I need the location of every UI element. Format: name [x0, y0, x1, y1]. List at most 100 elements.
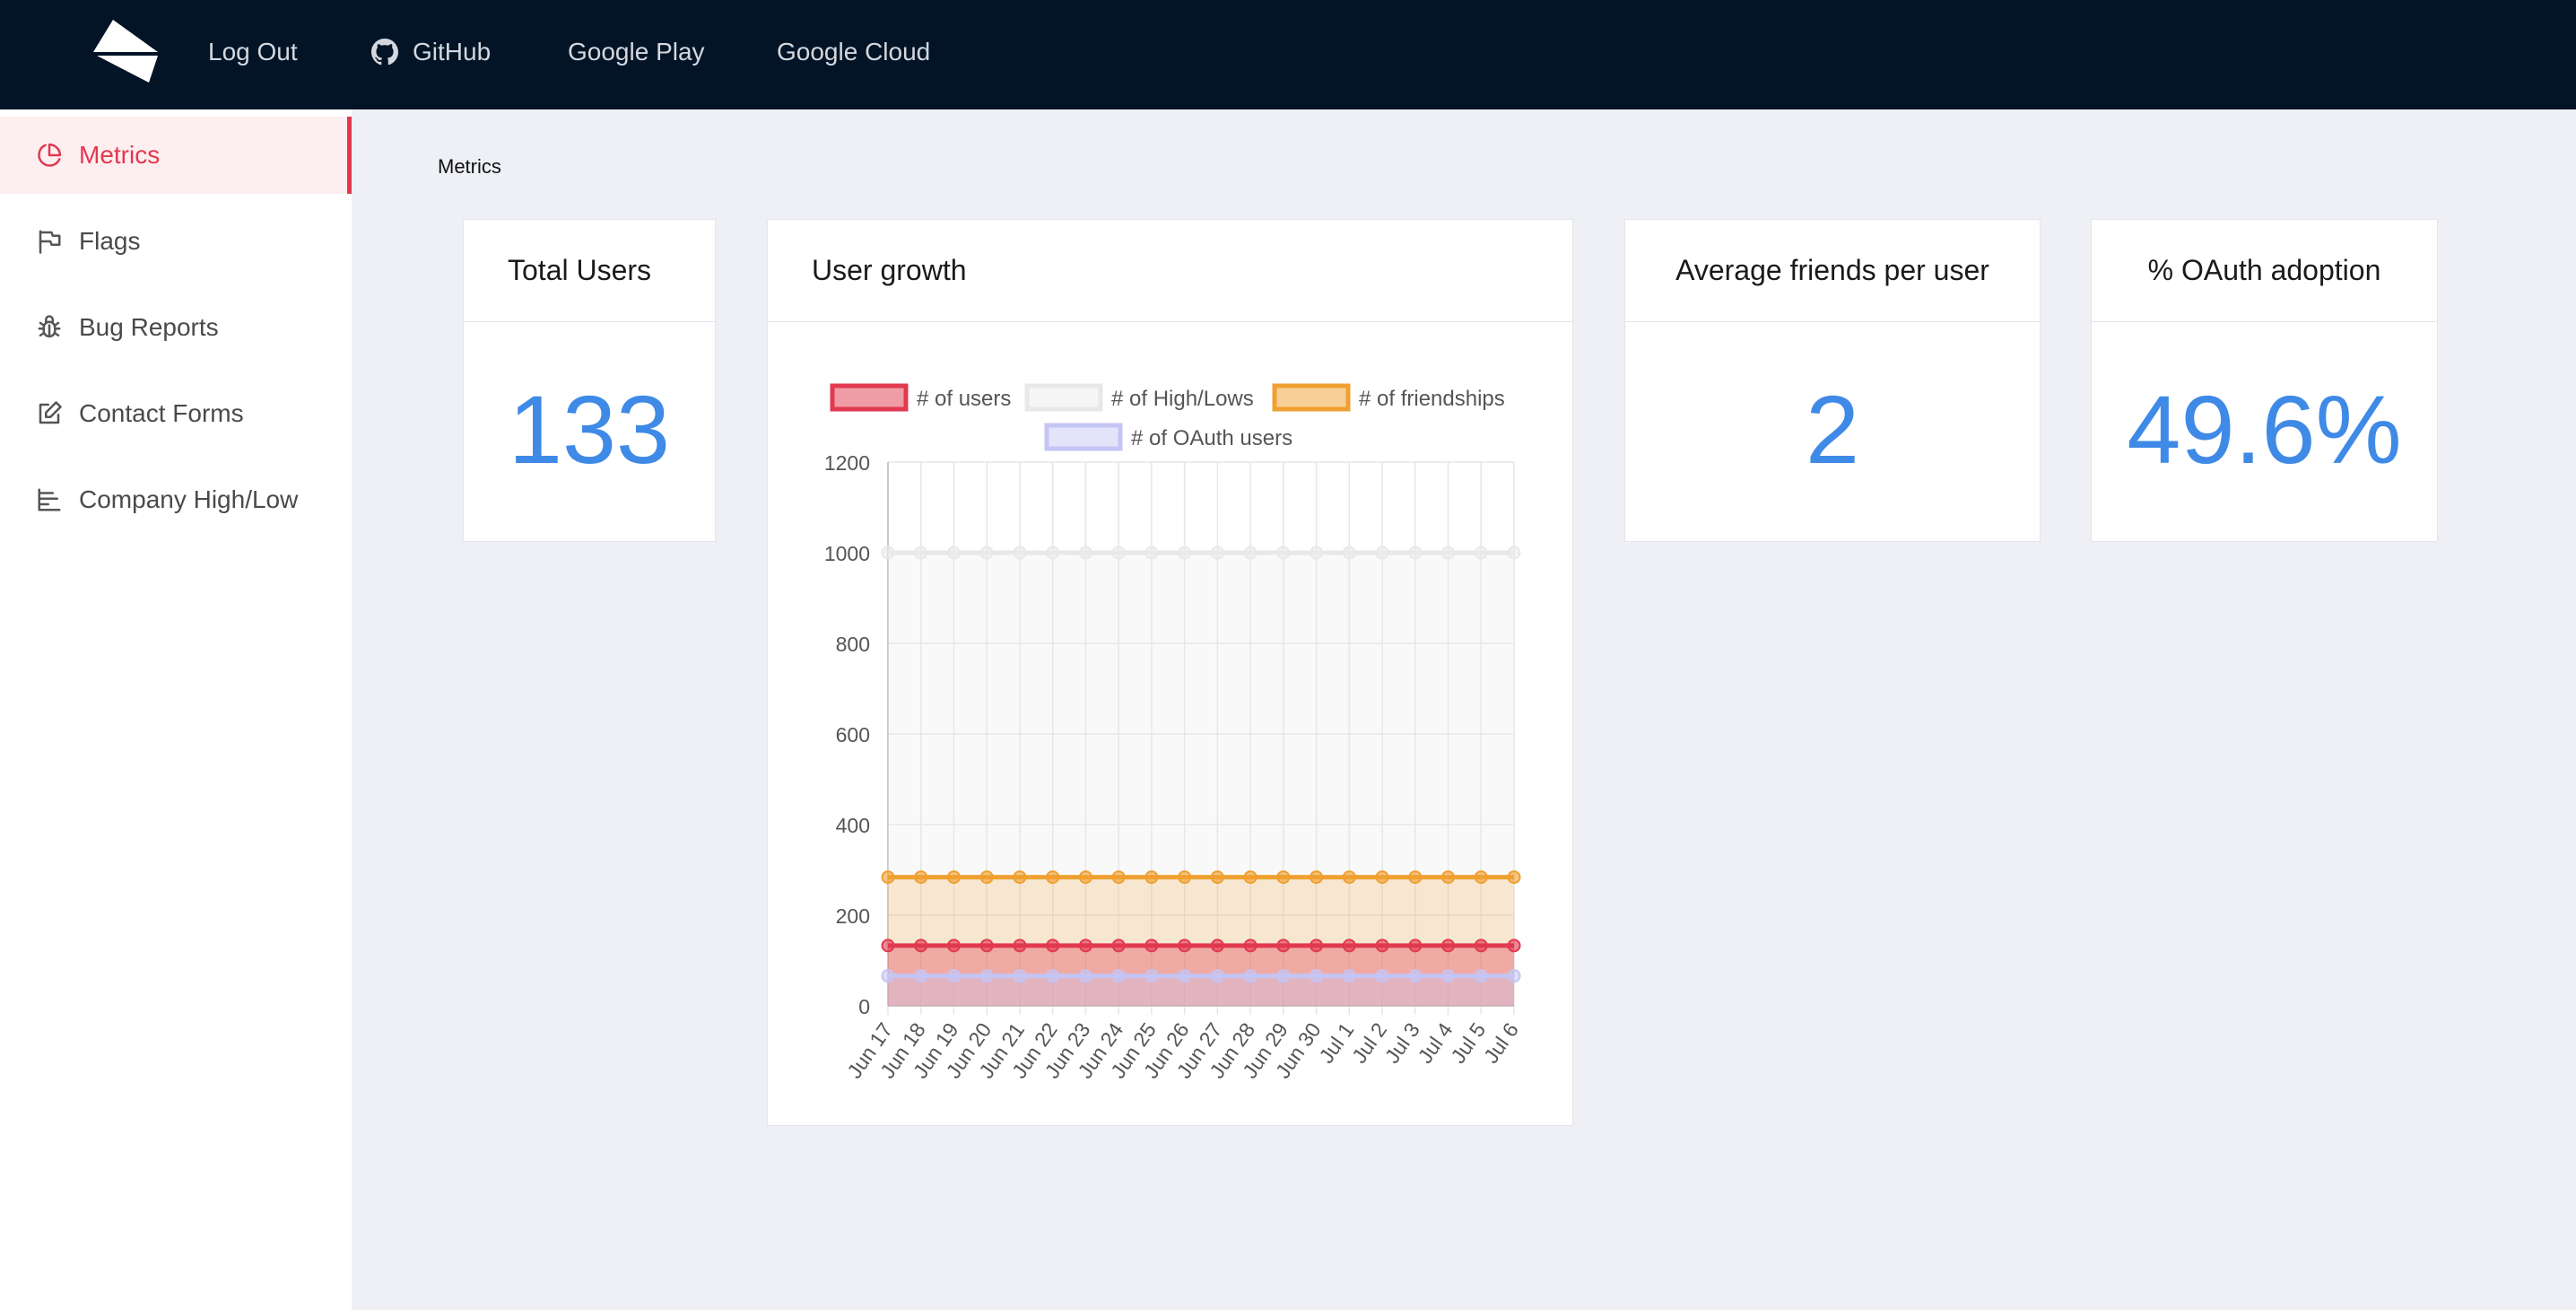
data-point-of-friendships[interactable] [946, 870, 961, 885]
data-point-of-users[interactable] [1178, 939, 1192, 953]
data-point-of-friendships[interactable] [1078, 870, 1092, 885]
data-point-of-users[interactable] [1310, 939, 1324, 953]
data-point-of-oauth-users[interactable] [1276, 969, 1291, 983]
data-point-of-high-lows[interactable] [1441, 546, 1456, 560]
legend-swatch-of-high-lows[interactable] [1024, 383, 1103, 412]
data-point-of-oauth-users[interactable] [914, 969, 928, 983]
data-point-of-users[interactable] [1276, 939, 1291, 953]
data-point-of-high-lows[interactable] [1375, 546, 1389, 560]
data-point-of-users[interactable] [1111, 939, 1126, 953]
data-point-of-oauth-users[interactable] [946, 969, 961, 983]
data-point-of-friendships[interactable] [1408, 870, 1423, 885]
data-point-of-oauth-users[interactable] [1408, 969, 1423, 983]
data-point-of-high-lows[interactable] [1111, 546, 1126, 560]
data-point-of-users[interactable] [979, 939, 994, 953]
data-point-of-users[interactable] [1474, 939, 1488, 953]
data-point-of-high-lows[interactable] [1474, 546, 1488, 560]
data-point-of-users[interactable] [1375, 939, 1389, 953]
legend-label[interactable]: # of High/Lows [1111, 387, 1254, 411]
data-point-of-friendships[interactable] [1111, 870, 1126, 885]
data-point-of-high-lows[interactable] [1507, 546, 1521, 560]
sidebar-item-flags[interactable]: Flags [0, 203, 352, 280]
data-point-of-users[interactable] [1408, 939, 1423, 953]
data-point-of-users[interactable] [881, 939, 895, 953]
sidebar-item-metrics[interactable]: Metrics [0, 117, 352, 194]
data-point-of-oauth-users[interactable] [881, 969, 895, 983]
legend-swatch-of-friendships[interactable] [1272, 383, 1351, 412]
logout-link[interactable]: Log Out [208, 36, 298, 68]
data-point-of-high-lows[interactable] [1342, 546, 1356, 560]
legend-swatch-of-oauth-users[interactable] [1044, 423, 1123, 451]
data-point-of-oauth-users[interactable] [1111, 969, 1126, 983]
data-point-of-high-lows[interactable] [1210, 546, 1224, 560]
data-point-of-friendships[interactable] [1276, 870, 1291, 885]
y-tick-label: 800 [836, 633, 870, 656]
data-point-of-users[interactable] [1144, 939, 1159, 953]
sidebar-item-bug-reports[interactable]: Bug Reports [0, 289, 352, 366]
sidebar-item-contact-forms[interactable]: Contact Forms [0, 375, 352, 452]
data-point-of-friendships[interactable] [1013, 870, 1027, 885]
data-point-of-oauth-users[interactable] [1507, 969, 1521, 983]
legend-swatch-of-users[interactable] [830, 383, 909, 412]
data-point-of-high-lows[interactable] [1310, 546, 1324, 560]
data-point-of-high-lows[interactable] [1408, 546, 1423, 560]
data-point-of-users[interactable] [1342, 939, 1356, 953]
data-point-of-friendships[interactable] [1441, 870, 1456, 885]
data-point-of-friendships[interactable] [914, 870, 928, 885]
data-point-of-users[interactable] [1046, 939, 1060, 953]
google-cloud-link[interactable]: Google Cloud [777, 36, 930, 68]
data-point-of-high-lows[interactable] [1276, 546, 1291, 560]
data-point-of-users[interactable] [946, 939, 961, 953]
data-point-of-high-lows[interactable] [881, 546, 895, 560]
legend-label[interactable]: # of OAuth users [1131, 426, 1292, 450]
data-point-of-oauth-users[interactable] [1210, 969, 1224, 983]
data-point-of-friendships[interactable] [979, 870, 994, 885]
data-point-of-users[interactable] [914, 939, 928, 953]
data-point-of-high-lows[interactable] [1178, 546, 1192, 560]
data-point-of-high-lows[interactable] [1078, 546, 1092, 560]
data-point-of-friendships[interactable] [1243, 870, 1258, 885]
data-point-of-oauth-users[interactable] [1144, 969, 1159, 983]
data-point-of-friendships[interactable] [1310, 870, 1324, 885]
sidebar-item-company-high-low[interactable]: Company High/Low [0, 461, 352, 538]
data-point-of-high-lows[interactable] [946, 546, 961, 560]
data-point-of-oauth-users[interactable] [1441, 969, 1456, 983]
data-point-of-oauth-users[interactable] [1046, 969, 1060, 983]
data-point-of-high-lows[interactable] [1144, 546, 1159, 560]
data-point-of-oauth-users[interactable] [1243, 969, 1258, 983]
data-point-of-oauth-users[interactable] [1474, 969, 1488, 983]
data-point-of-users[interactable] [1243, 939, 1258, 953]
data-point-of-friendships[interactable] [1474, 870, 1488, 885]
data-point-of-users[interactable] [1013, 939, 1027, 953]
legend-label[interactable]: # of friendships [1359, 387, 1505, 411]
data-point-of-oauth-users[interactable] [1375, 969, 1389, 983]
pie-chart-icon [38, 143, 62, 167]
data-point-of-users[interactable] [1078, 939, 1092, 953]
data-point-of-oauth-users[interactable] [1078, 969, 1092, 983]
data-point-of-friendships[interactable] [1046, 870, 1060, 885]
data-point-of-oauth-users[interactable] [1342, 969, 1356, 983]
data-point-of-friendships[interactable] [1507, 870, 1521, 885]
data-point-of-high-lows[interactable] [914, 546, 928, 560]
google-play-link[interactable]: Google Play [568, 36, 705, 68]
data-point-of-high-lows[interactable] [1013, 546, 1027, 560]
data-point-of-oauth-users[interactable] [1013, 969, 1027, 983]
data-point-of-friendships[interactable] [1342, 870, 1356, 885]
data-point-of-friendships[interactable] [1210, 870, 1224, 885]
data-point-of-friendships[interactable] [1375, 870, 1389, 885]
data-point-of-oauth-users[interactable] [1178, 969, 1192, 983]
github-link[interactable]: GitHub [371, 36, 491, 68]
data-point-of-high-lows[interactable] [979, 546, 994, 560]
logo-icon[interactable] [93, 20, 158, 83]
data-point-of-users[interactable] [1441, 939, 1456, 953]
data-point-of-friendships[interactable] [1178, 870, 1192, 885]
data-point-of-oauth-users[interactable] [979, 969, 994, 983]
data-point-of-oauth-users[interactable] [1310, 969, 1324, 983]
data-point-of-users[interactable] [1507, 939, 1521, 953]
data-point-of-users[interactable] [1210, 939, 1224, 953]
legend-label[interactable]: # of users [917, 387, 1011, 411]
data-point-of-friendships[interactable] [881, 870, 895, 885]
data-point-of-high-lows[interactable] [1243, 546, 1258, 560]
data-point-of-high-lows[interactable] [1046, 546, 1060, 560]
data-point-of-friendships[interactable] [1144, 870, 1159, 885]
